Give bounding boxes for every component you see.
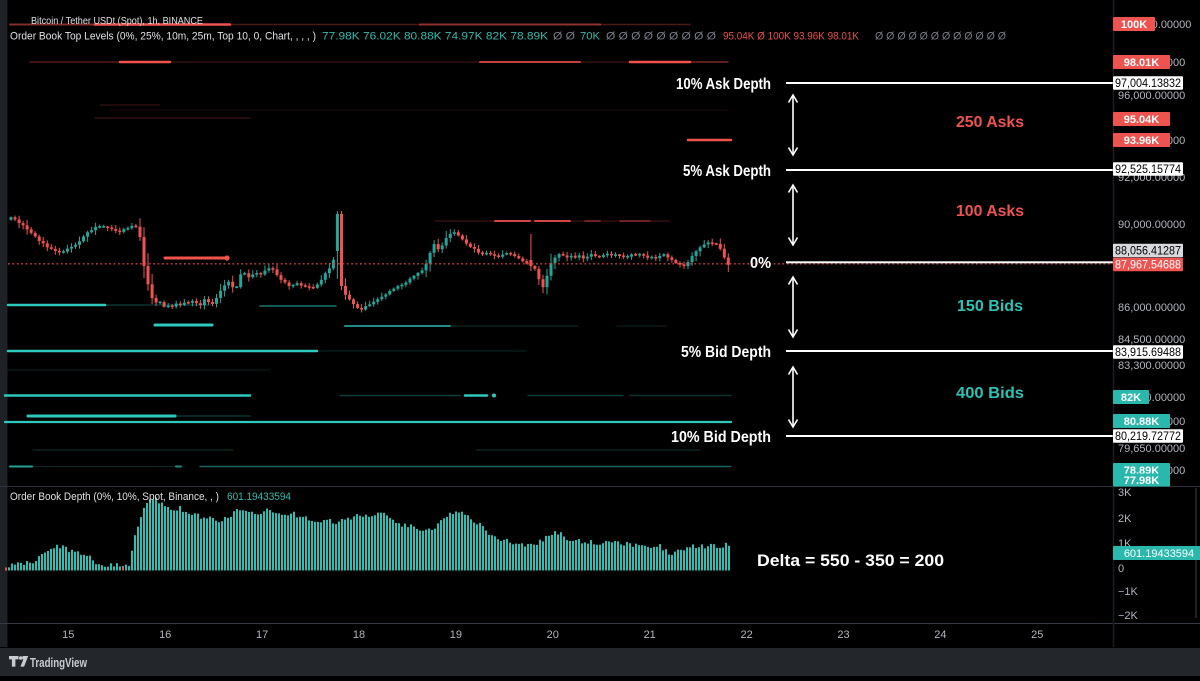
svg-text:0: 0 [1118, 563, 1124, 575]
svg-text:84,500.00000: 84,500.00000 [1118, 334, 1185, 346]
svg-text:16: 16 [159, 629, 171, 641]
svg-text:79,650.00000: 79,650.00000 [1118, 443, 1185, 455]
svg-text:92,525.15774: 92,525.15774 [1115, 164, 1182, 176]
svg-text:19: 19 [450, 629, 462, 641]
svg-text:100 Asks: 100 Asks [956, 203, 1024, 220]
svg-text:Order Book Top Levels (0%, 25%: Order Book Top Levels (0%, 25%, 10m, 25m… [10, 31, 316, 43]
svg-text:−1K: −1K [1118, 586, 1139, 598]
svg-text:Bitcoin / Tether USDt (Spot),: Bitcoin / Tether USDt (Spot), 1h, BINANC… [31, 15, 203, 27]
svg-text:82K: 82K [1121, 392, 1141, 404]
svg-text:97,004.13832: 97,004.13832 [1115, 78, 1181, 90]
svg-text:10% Ask Depth: 10% Ask Depth [676, 76, 771, 93]
svg-text:150 Bids: 150 Bids [957, 298, 1023, 315]
svg-text:10% Bid Depth: 10% Bid Depth [671, 429, 771, 446]
svg-text:601.19433594: 601.19433594 [227, 491, 291, 503]
svg-text:80,219.72772: 80,219.72772 [1115, 431, 1181, 443]
svg-text:250 Asks: 250 Asks [956, 114, 1024, 131]
svg-text:90,000.00000: 90,000.00000 [1118, 219, 1185, 231]
svg-text:95.04K: 95.04K [1124, 114, 1160, 126]
svg-text:77.98K 76.02K 80.88K 74.97K 82: 77.98K 76.02K 80.88K 74.97K 82K 78.89K [322, 31, 549, 43]
svg-text:24: 24 [934, 629, 946, 641]
svg-text:70K: 70K [580, 31, 601, 43]
svg-text:22: 22 [740, 629, 752, 641]
svg-text:Order Book Depth (0%, 10%, Spo: Order Book Depth (0%, 10%, Spot, Binance… [10, 491, 219, 503]
svg-text:18: 18 [353, 629, 365, 641]
svg-text:20: 20 [547, 629, 559, 641]
svg-text:3K: 3K [1118, 487, 1132, 499]
svg-text:83,300.00000: 83,300.00000 [1118, 360, 1185, 372]
svg-text:0%: 0% [750, 255, 771, 272]
svg-text:80.88K: 80.88K [1124, 416, 1160, 428]
svg-text:TradingView: TradingView [30, 655, 88, 670]
svg-text:88,056.41287: 88,056.41287 [1115, 246, 1181, 258]
svg-text:83,915.69488: 83,915.69488 [1115, 347, 1181, 359]
svg-text:95.04K Ø 100K 93.96K 98.01K: 95.04K Ø 100K 93.96K 98.01K [723, 31, 860, 43]
svg-text:25: 25 [1031, 629, 1043, 641]
svg-text:Delta = 550 - 350 = 200: Delta = 550 - 350 = 200 [757, 552, 944, 570]
svg-text:77.98K: 77.98K [1124, 475, 1160, 487]
svg-text:23: 23 [837, 629, 849, 641]
svg-text:2K: 2K [1118, 513, 1132, 525]
svg-text:Ø Ø Ø Ø Ø Ø Ø Ø Ø: Ø Ø Ø Ø Ø Ø Ø Ø Ø [606, 31, 716, 43]
svg-text:Ø Ø Ø Ø Ø Ø Ø Ø Ø Ø Ø Ø: Ø Ø Ø Ø Ø Ø Ø Ø Ø Ø Ø Ø [875, 31, 1006, 43]
svg-text:15: 15 [62, 629, 74, 641]
svg-text:21: 21 [644, 629, 656, 641]
svg-text:Ø Ø: Ø Ø [553, 31, 575, 43]
svg-text:17: 17 [256, 629, 268, 641]
svg-text:93.96K: 93.96K [1124, 135, 1160, 147]
svg-text:601.19433594: 601.19433594 [1124, 548, 1194, 560]
svg-text:98.01K: 98.01K [1124, 57, 1160, 69]
svg-text:87,967.54688: 87,967.54688 [1115, 260, 1181, 272]
svg-text:5% Ask Depth: 5% Ask Depth [683, 163, 771, 180]
svg-text:−2K: −2K [1118, 610, 1139, 622]
svg-text:400 Bids: 400 Bids [956, 385, 1024, 402]
svg-text:5% Bid Depth: 5% Bid Depth [681, 344, 771, 361]
svg-text:86,000.00000: 86,000.00000 [1118, 302, 1185, 314]
svg-text:100K: 100K [1121, 19, 1147, 31]
svg-text:96,000.00000: 96,000.00000 [1118, 90, 1185, 102]
